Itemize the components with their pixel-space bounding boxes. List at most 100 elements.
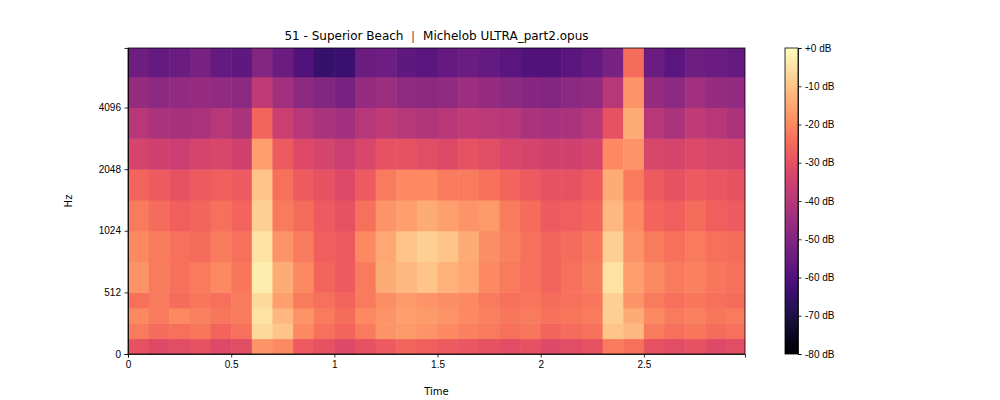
cell	[603, 308, 624, 324]
cell	[231, 138, 252, 169]
cell	[355, 77, 376, 108]
cell	[252, 292, 273, 308]
cell	[479, 292, 500, 308]
cell	[272, 323, 293, 339]
cell	[520, 48, 541, 77]
cell	[726, 231, 745, 262]
cell	[458, 138, 479, 169]
cell	[726, 292, 745, 308]
cell	[561, 308, 582, 324]
tick-label: 0.5	[225, 359, 239, 370]
cell	[334, 77, 355, 108]
cell	[211, 169, 232, 200]
cell	[396, 108, 417, 139]
cell	[355, 292, 376, 308]
cell	[541, 323, 562, 339]
cell	[211, 77, 232, 108]
cell	[334, 231, 355, 262]
cell	[685, 308, 706, 324]
cell	[149, 339, 170, 354]
cell	[417, 292, 438, 308]
tick-label: 512	[104, 287, 121, 298]
cell	[169, 292, 190, 308]
cell	[272, 108, 293, 139]
cell	[128, 262, 149, 293]
cell	[499, 308, 520, 324]
cell	[314, 108, 335, 139]
cell	[231, 262, 252, 293]
cell	[293, 169, 314, 200]
cell	[582, 138, 603, 169]
cell	[128, 292, 149, 308]
cell	[376, 108, 397, 139]
cell	[726, 308, 745, 324]
cell	[376, 308, 397, 324]
cell	[603, 231, 624, 262]
cell	[169, 200, 190, 231]
cell	[272, 169, 293, 200]
cell	[211, 138, 232, 169]
tick: 4096	[99, 102, 128, 113]
cell	[169, 77, 190, 108]
cell	[252, 77, 273, 108]
cell	[603, 108, 624, 139]
cell	[644, 200, 665, 231]
cell	[355, 262, 376, 293]
cell	[293, 231, 314, 262]
cell	[334, 292, 355, 308]
cell	[231, 77, 252, 108]
cell	[644, 262, 665, 293]
cell	[293, 138, 314, 169]
cell	[272, 262, 293, 293]
chart: 00.511.522.5051210242048409651 - Superio…	[0, 0, 1000, 400]
cell	[458, 292, 479, 308]
cell	[582, 77, 603, 108]
cell	[623, 138, 644, 169]
cell	[541, 292, 562, 308]
cell	[169, 108, 190, 139]
cell	[355, 323, 376, 339]
cell	[355, 108, 376, 139]
cell	[561, 138, 582, 169]
cell	[334, 138, 355, 169]
cell	[149, 323, 170, 339]
cell	[623, 292, 644, 308]
axis-line	[799, 49, 802, 355]
cell	[211, 292, 232, 308]
cell	[541, 138, 562, 169]
cell	[334, 339, 355, 354]
tick-mark	[798, 239, 802, 240]
cell	[499, 169, 520, 200]
cell	[314, 339, 335, 354]
cell	[603, 48, 624, 77]
cell	[520, 138, 541, 169]
cell	[190, 308, 211, 324]
cell	[355, 339, 376, 354]
tick: 0	[126, 354, 132, 370]
tick: -80 dB	[798, 349, 835, 360]
tick-label: 1024	[99, 225, 122, 236]
cell	[541, 108, 562, 139]
cell	[623, 339, 644, 354]
cell	[706, 169, 727, 200]
cell	[314, 262, 335, 293]
cell	[376, 138, 397, 169]
cell	[520, 323, 541, 339]
cell	[190, 339, 211, 354]
cell	[314, 138, 335, 169]
cell	[479, 48, 500, 77]
cell	[644, 169, 665, 200]
cell	[128, 339, 149, 354]
cell	[499, 292, 520, 308]
cell	[231, 169, 252, 200]
cell	[417, 77, 438, 108]
cell	[706, 308, 727, 324]
cell	[541, 48, 562, 77]
cell	[272, 138, 293, 169]
tick: -10 dB	[798, 81, 835, 92]
cell	[665, 48, 686, 77]
cell	[603, 292, 624, 308]
cell	[438, 138, 459, 169]
tick-label: -70 dB	[805, 310, 835, 321]
cell	[314, 77, 335, 108]
